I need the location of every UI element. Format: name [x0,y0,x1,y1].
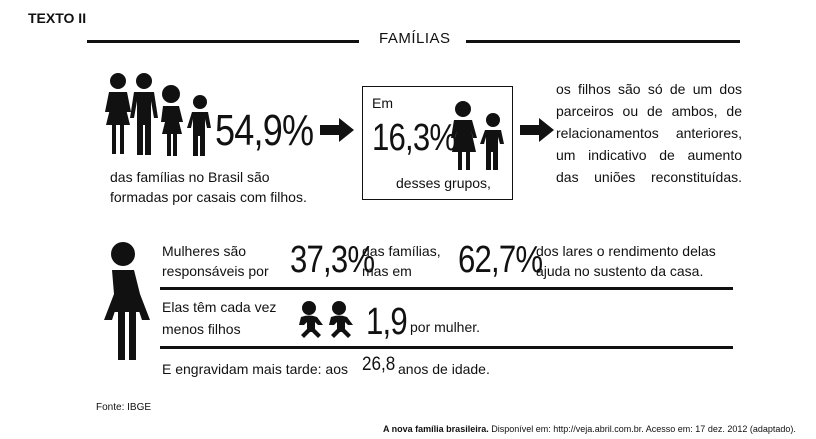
women-row-divider [160,346,733,349]
women-row1-mid-a: das famílias, [362,243,441,259]
citation-title: A nova família brasileira. [383,424,489,434]
women-row1-text-a: Mulheres são [162,243,247,259]
stat-age-pregnancy: 26,8 [362,354,396,375]
arrow-right-icon [520,118,554,142]
citation-details: Disponível em: http://veja.abril.com.br.… [488,424,796,434]
women-row1-text-b: responsáveis por [162,263,269,279]
title-rule-right [466,40,740,43]
family-icon [105,73,211,156]
woman-icon [104,242,150,360]
stat-reconstituted: 16,3% [372,117,457,159]
stat-casais-com-filhos: 54,9% [215,106,314,155]
stat-women-responsible: 37,3% [290,239,375,281]
box-prefix: Em [372,95,393,111]
page-title: FAMÍLIAS [379,30,451,47]
section-heading: TEXTO II [28,10,87,26]
citation: A nova família brasileira. Disponível em… [383,424,796,434]
reconstituted-explanation-line: um indicativo de aumento [556,147,742,163]
box-suffix: desses grupos, [396,175,491,191]
source-note: Fonte: IBGE [96,402,152,413]
women-row-divider [160,287,733,290]
women-row1-end-b: ajuda no sustento da casa. [536,263,704,279]
arrow-right-icon [320,118,354,142]
women-row2-text-b: menos filhos [162,321,241,337]
stat-caption-line2: formadas por casais com filhos. [110,189,307,205]
title-rule-left [87,40,359,43]
stat-children-per-woman: 1,9 [366,301,408,343]
stat-caption-line1: das famílias no Brasil são [110,169,270,185]
women-row2-text-a: Elas têm cada vez [162,299,277,315]
reconstituted-explanation-line: os filhos são só de um dos [556,81,742,97]
babies-icon [299,301,353,338]
reconstituted-explanation-line: parceiros ou de ambos, de [556,103,742,119]
women-row1-mid-b: mas em [362,263,412,279]
reconstituted-explanation-line: relacionamentos anteriores, [556,125,742,141]
stat-women-income: 62,7% [458,239,543,281]
women-row3-text-b: anos de idade. [398,361,490,377]
recomposed-families-box [362,86,513,200]
parent-child-icon [451,101,504,170]
women-row2-suffix: por mulher. [410,319,481,335]
women-row3-text-a: E engravidam mais tarde: aos [162,361,348,377]
reconstituted-explanation-line: das uniões reconstituídas. [556,169,742,185]
women-row1-end-a: dos lares o rendimento delas [536,243,716,259]
